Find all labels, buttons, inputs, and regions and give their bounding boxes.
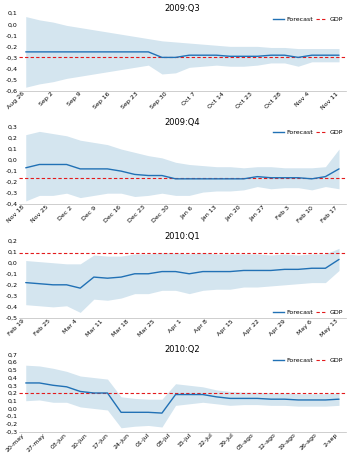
Legend: Forecast, GDP: Forecast, GDP — [272, 308, 344, 316]
Legend: Forecast, GDP: Forecast, GDP — [272, 15, 344, 23]
Title: 2010:Q2: 2010:Q2 — [164, 345, 200, 354]
Title: 2010:Q1: 2010:Q1 — [164, 232, 200, 240]
Legend: Forecast, GDP: Forecast, GDP — [272, 129, 344, 137]
Legend: Forecast, GDP: Forecast, GDP — [272, 356, 344, 364]
Title: 2009:Q3: 2009:Q3 — [164, 4, 200, 13]
Title: 2009:Q4: 2009:Q4 — [164, 118, 200, 127]
